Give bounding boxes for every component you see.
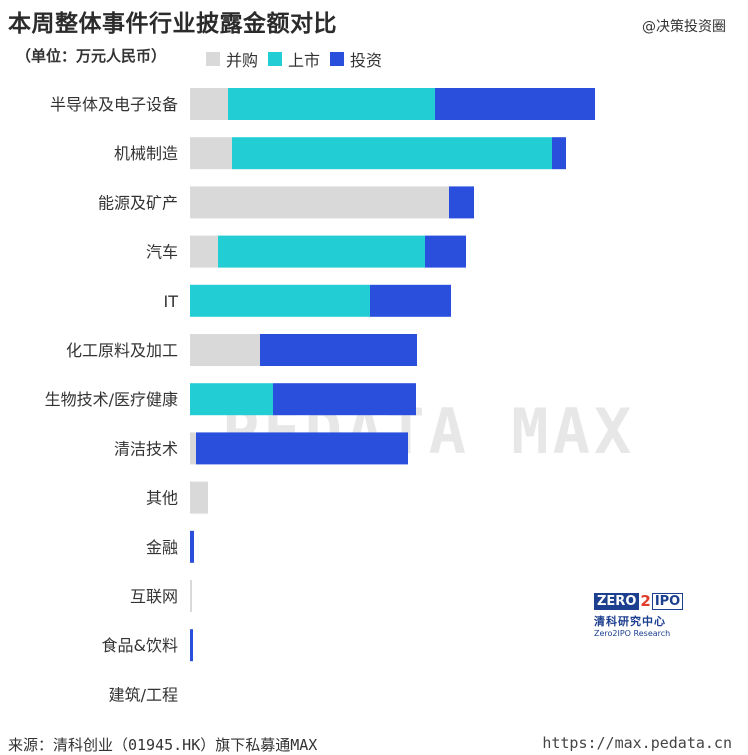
bar-ipo [232, 137, 552, 170]
logo-two: 2 [640, 592, 651, 610]
category-label: 食品&饮料 [102, 636, 178, 655]
category-label: 汽车 [146, 243, 178, 262]
bar-investment [190, 530, 194, 563]
category-label: 金融 [146, 538, 178, 557]
bar-merger [190, 580, 192, 612]
bar-ipo [190, 383, 273, 416]
category-label: 能源及矿产 [98, 193, 178, 212]
logo-en-text: Zero2IPO Research [594, 629, 671, 638]
bar-investment [435, 88, 595, 120]
category-label: 化工原料及加工 [66, 341, 178, 360]
zero2ipo-logo: ZERO 2 IPO 清科研究中心 Zero2IPO Research [594, 592, 684, 638]
bar-investment [273, 383, 416, 416]
bar-merger [190, 88, 228, 120]
source-tag: @决策投资圈 [642, 19, 726, 35]
logo-zero: ZERO [594, 592, 640, 610]
bar-merger [190, 432, 196, 465]
bar-investment [552, 137, 566, 170]
category-label: 清洁技术 [114, 439, 178, 458]
legend-swatch-ipo [268, 52, 283, 66]
bar-investment [190, 629, 193, 662]
legend-label-investment: 投资 [350, 51, 383, 70]
logo-ipo: IPO [651, 592, 684, 610]
legend-swatch-investment [330, 52, 345, 66]
bar-merger [190, 334, 260, 366]
category-label: 互联网 [130, 587, 178, 606]
category-label: 其他 [146, 489, 178, 508]
bar-merger [190, 137, 232, 170]
bar-investment [425, 235, 466, 268]
footer-source: 来源：清科创业（01945.HK）旗下私募通MAX [8, 736, 318, 754]
legend-item-merger: 并购 [206, 47, 258, 71]
footer-url: https://max.pedata.cn [542, 734, 732, 752]
category-label: 生物技术/医疗健康 [45, 390, 178, 409]
bar-ipo [218, 235, 425, 268]
category-label: 半导体及电子设备 [50, 95, 178, 114]
category-label: IT [164, 292, 179, 311]
category-label: 机械制造 [114, 144, 178, 163]
bar-ipo [190, 284, 370, 317]
bar-merger [190, 481, 208, 514]
bar-merger [190, 235, 218, 268]
legend-label-merger: 并购 [226, 51, 259, 70]
bar-merger [190, 186, 449, 219]
legend-item-ipo: 上市 [268, 47, 320, 71]
bar-ipo [228, 88, 435, 120]
logo-mark: ZERO 2 IPO [594, 592, 684, 610]
logo-cn-text: 清科研究中心 [594, 615, 666, 628]
category-label: 建筑/工程 [109, 685, 178, 704]
bar-investment [196, 432, 408, 465]
bar-investment [370, 284, 451, 317]
chart-title: 本周整体事件行业披露金额对比 [8, 11, 337, 37]
legend: 并购 上市 投资 [206, 47, 382, 71]
legend-label-ipo: 上市 [288, 51, 321, 70]
bar-investment [260, 334, 417, 366]
bar-investment [449, 186, 474, 219]
unit-label: （单位：万元人民币） [16, 47, 167, 65]
legend-item-investment: 投资 [330, 47, 382, 71]
legend-swatch-merger [206, 52, 220, 66]
